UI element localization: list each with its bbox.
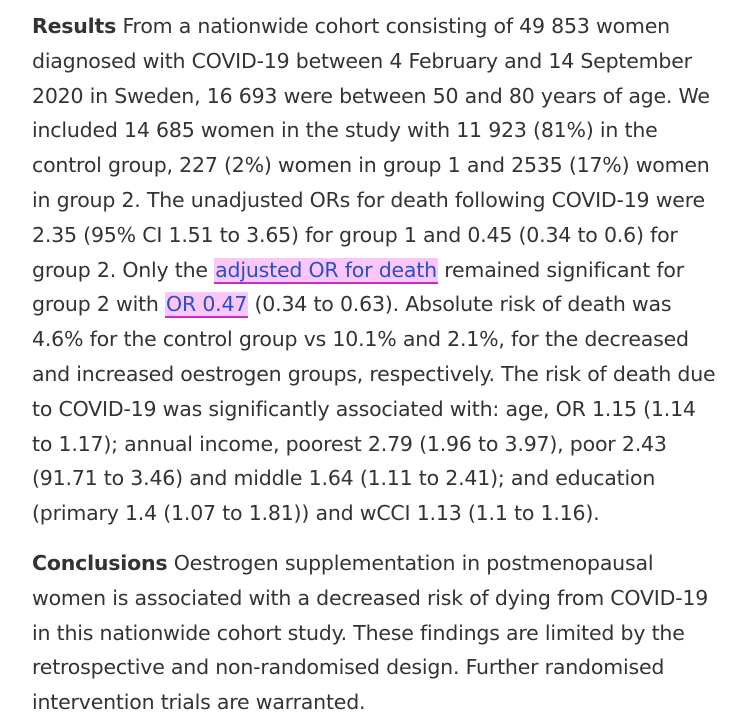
highlight-or-value[interactable]: OR 0.47	[165, 292, 249, 319]
results-text-end: (0.34 to 0.63). Absolute risk of death w…	[32, 292, 716, 526]
results-heading: Results	[32, 14, 117, 38]
results-text-continued: remained significant for group 2 with	[32, 257, 684, 317]
results-text: From a nationwide cohort consisting of 4…	[32, 14, 710, 282]
abstract: Results From a nationwide cohort consist…	[32, 9, 722, 720]
highlight-adjusted-or-for-death[interactable]: adjusted OR for death	[214, 257, 438, 284]
conclusions-paragraph: Conclusions Oestrogen supplementation in…	[32, 546, 722, 720]
conclusions-text: Oestrogen supplementation in postmenopau…	[32, 550, 709, 715]
results-paragraph: Results From a nationwide cohort consist…	[32, 9, 722, 531]
conclusions-heading: Conclusions	[32, 550, 168, 575]
